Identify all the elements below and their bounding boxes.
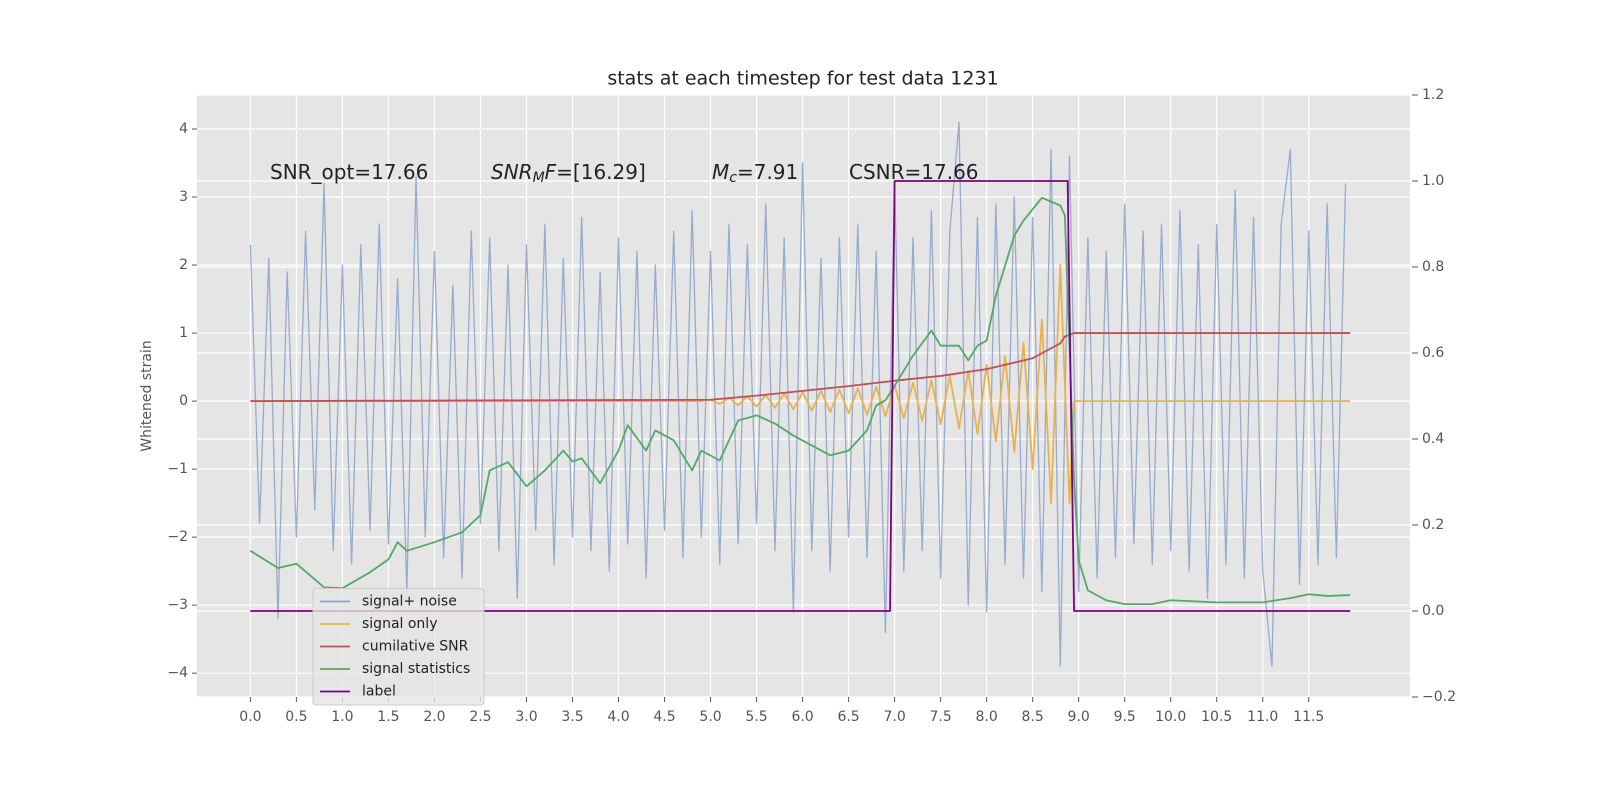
y2-tick-label: −0.2 [1422,689,1456,705]
annotation-part: =[16.29] [556,160,646,184]
x-tick-label: 8.0 [976,709,998,725]
x-tick-label: 11.0 [1247,709,1278,725]
y-tick-label: −4 [167,665,188,681]
x-tick-label: 8.5 [1022,709,1044,725]
y-tick-label: −2 [167,529,188,545]
legend-box [312,588,485,706]
annotation-part: SNR_opt=17.66 [270,160,428,184]
x-tick-label: 0.0 [239,709,261,725]
x-tick-label: 10.5 [1201,709,1232,725]
y-tick-label: 2 [179,257,188,273]
x-tick-label: 1.0 [331,709,353,725]
axes: 0.0 0.5 1.0 1.5 2.0 2.5 3.0 3.5 4.0 4.5 5.0 5.5 6.0 6… [167,87,1456,725]
x-tick-label: 7.5 [929,709,951,725]
x-tick-label: 9.5 [1114,709,1136,725]
annotation-part: =7.91 [737,160,798,184]
annotation: CSNR=17.66 [849,160,979,184]
annotation-part: CSNR=17.66 [849,160,979,184]
series-line [250,332,1351,402]
x-tick-label: 2.0 [423,709,445,725]
x-tick-label: 6.0 [791,709,813,725]
x-tick-label: 0.5 [285,709,307,725]
annotation: SNRMF=[16.29] [491,160,646,187]
y-tick-label: 0 [179,393,188,409]
x-tick-label: 2.5 [469,709,491,725]
legend-label: signal+ noise [362,594,457,610]
chart-title: stats at each timestep for test data 123… [607,68,998,90]
legend-label: cumilative SNR [362,639,469,655]
legend-label: signal statistics [362,661,470,677]
annotation-part: c [729,170,737,186]
y-tick-label: −1 [167,461,188,477]
x-tick-label: 3.5 [561,709,583,725]
marks [249,121,1351,668]
legend-label: signal only [362,616,437,632]
y2-tick-label: 1.2 [1422,87,1444,103]
annotation-part: F [545,160,557,184]
y-tick-label: 1 [179,325,188,341]
x-tick-label: 6.5 [837,709,859,725]
y2-tick-label: 0.8 [1422,259,1444,275]
y2-tick-label: 1.0 [1422,173,1444,189]
x-tick-label: 1.5 [377,709,399,725]
y-tick-label: −3 [167,597,188,613]
series-line [250,180,1351,612]
series-line [249,196,1351,606]
x-tick-label: 7.0 [883,709,905,725]
annotation-part: M [712,160,729,184]
legend-label: label [362,684,396,700]
annotation-part: SNR [491,160,533,184]
annotation: Mc=7.91 [712,160,798,187]
x-tick-label: 3.0 [515,709,537,725]
x-tick-label: 9.0 [1068,709,1090,725]
x-tick-label: 4.0 [607,709,629,725]
x-tick-label: 4.5 [653,709,675,725]
x-tick-label: 11.5 [1293,709,1324,725]
x-tick-label: 5.0 [699,709,721,725]
y2-tick-label: 0.2 [1422,517,1444,533]
x-tick-label: 5.5 [745,709,767,725]
y2-tick-label: 0.0 [1422,603,1444,619]
y-axis-label: Whitened strain [139,340,155,451]
y2-tick-label: 0.6 [1422,345,1444,361]
y-tick-label: 4 [179,121,188,137]
annotation: SNR_opt=17.66 [270,160,428,184]
y2-tick-label: 0.4 [1422,431,1444,447]
y-tick-label: 3 [179,189,188,205]
series-line [249,121,1347,668]
annotation-part: M [533,170,545,186]
x-tick-label: 10.0 [1155,709,1186,725]
